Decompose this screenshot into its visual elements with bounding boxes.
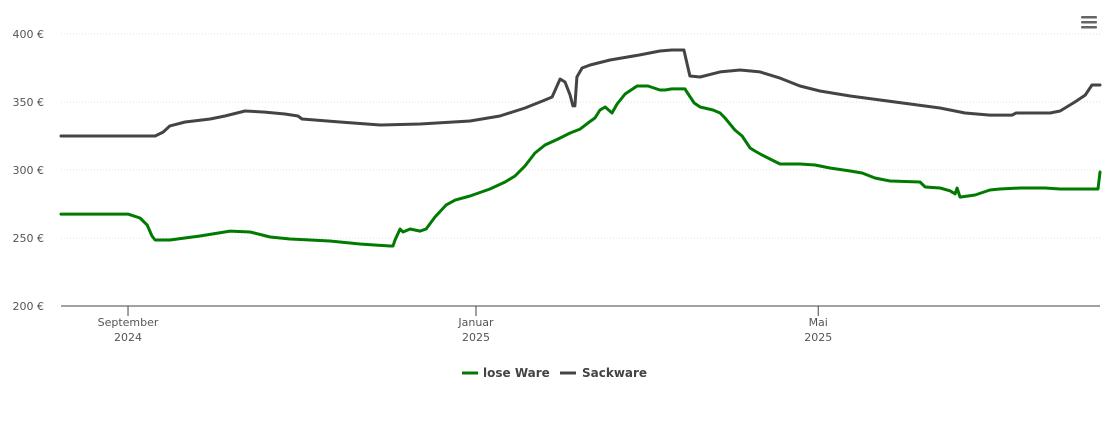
y-tick-label: 300 € [13, 164, 45, 177]
legend-item-sackware[interactable]: Sackware [560, 366, 647, 380]
y-tick-label: 350 € [13, 96, 45, 109]
legend-label-sackware: Sackware [582, 366, 647, 380]
y-tick-label: 250 € [13, 232, 45, 245]
legend-item-lose-ware[interactable]: lose Ware [462, 366, 550, 380]
x-tick-sublabel: 2025 [462, 331, 490, 344]
x-tick-sublabel: 2025 [804, 331, 832, 344]
hamburger-menu-icon[interactable] [1080, 15, 1098, 29]
legend: lose Ware Sackware [462, 366, 647, 380]
x-axis-ticks: September 2024 Januar 2025 Mai 2025 [98, 306, 832, 344]
y-tick-label: 400 € [13, 28, 45, 41]
series-lines [59, 48, 1102, 248]
x-tick-label: Januar [457, 316, 494, 329]
y-tick-label: 200 € [13, 300, 45, 313]
x-tick-label: Mai [809, 316, 828, 329]
x-tick-label: September [98, 316, 159, 329]
x-tick-sublabel: 2024 [114, 331, 142, 344]
series-line-lose-ware[interactable] [59, 84, 1102, 248]
y-axis-labels: 200 € 250 € 300 € 350 € 400 € [13, 28, 45, 313]
grid-lines [61, 33, 1100, 239]
series-line-sackware[interactable] [59, 48, 1102, 138]
legend-label-lose-ware: lose Ware [483, 366, 550, 380]
